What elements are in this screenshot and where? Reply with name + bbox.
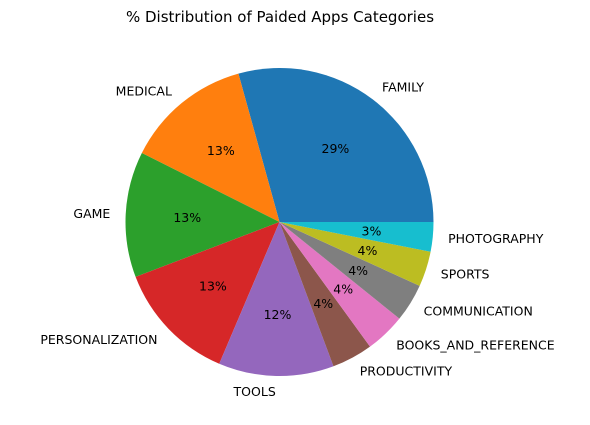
percent-label-family: 29%: [322, 141, 350, 156]
slice-medical: [141, 73, 280, 223]
percent-label-communication: 4%: [348, 263, 368, 278]
slice-productivity: [279, 222, 371, 367]
category-label-productivity: PRODUCTIVITY: [360, 364, 453, 379]
percent-label-productivity: 4%: [313, 296, 333, 311]
slice-tools: [219, 222, 334, 376]
category-label-sports: SPORTS: [441, 266, 490, 281]
category-label-personalization: PERSONALIZATION: [40, 332, 157, 347]
category-label-photography: PHOTOGRAPHY: [448, 231, 544, 246]
pie-slices: [125, 68, 434, 376]
slice-game: [125, 152, 280, 277]
category-label-game: GAME: [73, 206, 110, 221]
percent-label-personalization: 13%: [199, 279, 227, 294]
slice-photography: [279, 222, 434, 252]
percent-label-photography: 3%: [362, 223, 382, 238]
slice-communication: [279, 222, 420, 319]
category-label-medical: MEDICAL: [116, 84, 172, 99]
category-label-communication: COMMUNICATION: [424, 303, 533, 318]
category-label-tools: TOOLS: [233, 384, 276, 399]
slice-family: [238, 68, 434, 222]
percent-label-game: 13%: [173, 210, 201, 225]
chart-title: % Distribution of Paided Apps Categories: [126, 8, 434, 26]
category-labels: FAMILY MEDICAL GAME PERSONALIZATION TOOLS PRO…: [40, 80, 554, 399]
slice-sports: [279, 222, 431, 286]
category-label-books-and-reference: BOOKS_AND_REFERENCE: [396, 337, 555, 352]
percent-label-books-and-reference: 4%: [333, 281, 353, 296]
slice-books-and-reference: [279, 222, 400, 347]
percent-labels: 29%13%13%13%12%4%4%4%4%3%: [173, 141, 381, 322]
percent-label-sports: 4%: [358, 243, 378, 258]
category-label-family: FAMILY: [382, 80, 424, 95]
slice-personalization: [135, 222, 280, 364]
percent-label-tools: 12%: [264, 307, 292, 322]
percent-label-medical: 13%: [207, 143, 235, 158]
